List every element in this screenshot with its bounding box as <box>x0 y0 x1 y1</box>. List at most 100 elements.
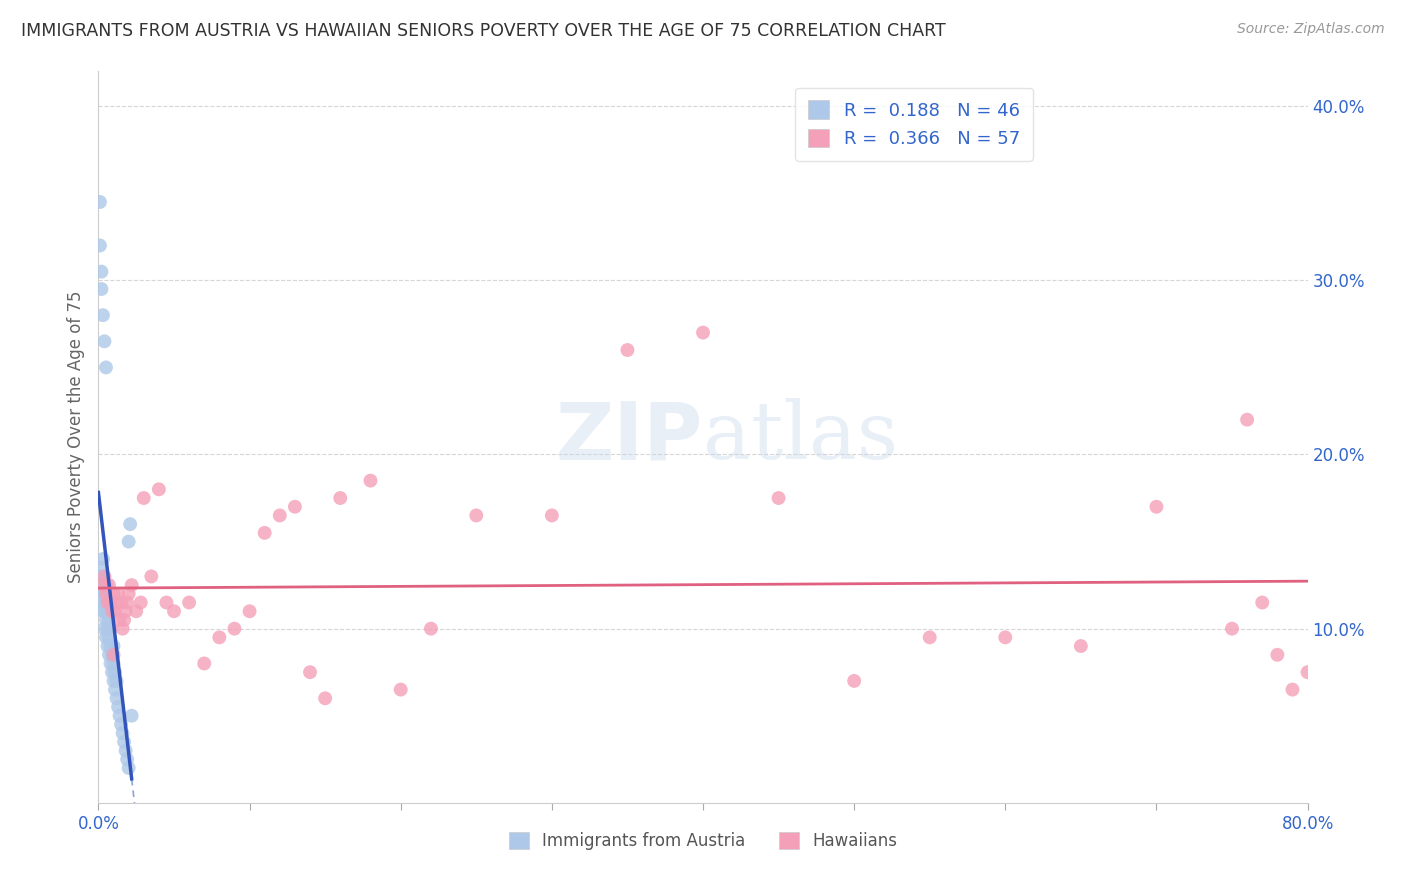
Point <box>108 708 131 723</box>
Point <box>104 604 127 618</box>
Point <box>90 595 112 609</box>
Point <box>118 761 141 775</box>
Point <box>103 673 125 688</box>
Point <box>100 595 122 609</box>
Point <box>314 691 336 706</box>
Point <box>107 587 129 601</box>
Point <box>1070 639 1092 653</box>
Point <box>994 631 1017 645</box>
Point <box>110 595 132 609</box>
Point <box>163 604 186 618</box>
Point <box>98 613 121 627</box>
Point <box>96 595 118 609</box>
Point <box>329 491 352 505</box>
Point <box>96 639 118 653</box>
Point <box>90 578 112 592</box>
Point <box>94 360 117 375</box>
Point <box>103 587 125 601</box>
Point <box>114 604 136 618</box>
Point <box>94 587 117 601</box>
Point <box>114 743 136 757</box>
Point <box>100 639 122 653</box>
Point <box>91 604 114 618</box>
Point <box>93 604 115 618</box>
Point <box>768 491 790 505</box>
Point <box>91 569 114 583</box>
Point <box>844 673 866 688</box>
Point <box>121 708 143 723</box>
Text: IMMIGRANTS FROM AUSTRIA VS HAWAIIAN SENIORS POVERTY OVER THE AGE OF 75 CORRELATI: IMMIGRANTS FROM AUSTRIA VS HAWAIIAN SENI… <box>21 22 946 40</box>
Point <box>90 560 112 574</box>
Point <box>96 622 118 636</box>
Point <box>105 595 128 609</box>
Point <box>125 604 148 618</box>
Point <box>118 534 141 549</box>
Point <box>112 613 135 627</box>
Point <box>112 735 135 749</box>
Point <box>1236 412 1258 426</box>
Point <box>148 483 170 497</box>
Point <box>540 508 562 523</box>
Point <box>93 622 115 636</box>
Point <box>91 587 114 601</box>
Text: ZIP: ZIP <box>555 398 703 476</box>
Point <box>100 622 122 636</box>
Point <box>1267 648 1289 662</box>
Point <box>1251 595 1274 609</box>
Point <box>110 717 132 731</box>
Legend: Immigrants from Austria, Hawaiians: Immigrants from Austria, Hawaiians <box>502 825 904 856</box>
Point <box>465 508 488 523</box>
Point <box>94 595 117 609</box>
Point <box>96 604 118 618</box>
Point <box>108 613 131 627</box>
Point <box>104 682 127 697</box>
Point <box>155 595 177 609</box>
Point <box>1296 665 1319 680</box>
Point <box>132 491 155 505</box>
Point <box>89 587 111 601</box>
Point <box>105 691 128 706</box>
Point <box>299 665 322 680</box>
Point <box>918 631 941 645</box>
Point <box>93 595 115 609</box>
Point <box>118 587 141 601</box>
Point <box>141 569 163 583</box>
Point <box>101 648 124 662</box>
Point <box>115 752 138 766</box>
Point <box>1281 682 1303 697</box>
Point <box>91 308 114 322</box>
Point <box>103 657 125 671</box>
Point <box>360 474 382 488</box>
Point <box>91 552 114 566</box>
Point <box>101 604 124 618</box>
Point <box>100 657 122 671</box>
Point <box>94 631 117 645</box>
Point <box>420 622 443 636</box>
Point <box>239 604 262 618</box>
Point <box>129 595 152 609</box>
Point <box>93 578 115 592</box>
Point <box>107 700 129 714</box>
Point <box>94 578 117 592</box>
Point <box>1220 622 1243 636</box>
Point <box>103 639 125 653</box>
Point <box>91 578 114 592</box>
Point <box>224 622 246 636</box>
Point <box>105 673 128 688</box>
Point <box>692 326 714 340</box>
Point <box>284 500 307 514</box>
Point <box>115 595 138 609</box>
Point <box>253 525 276 540</box>
Point <box>90 265 112 279</box>
Point <box>89 194 111 209</box>
Y-axis label: Seniors Poverty Over the Age of 75: Seniors Poverty Over the Age of 75 <box>66 291 84 583</box>
Point <box>120 517 142 532</box>
Point <box>179 595 201 609</box>
Point <box>111 726 134 740</box>
Point <box>98 578 121 592</box>
Point <box>104 665 127 680</box>
Point <box>93 334 115 349</box>
Point <box>93 569 115 583</box>
Point <box>98 631 121 645</box>
Point <box>616 343 638 357</box>
